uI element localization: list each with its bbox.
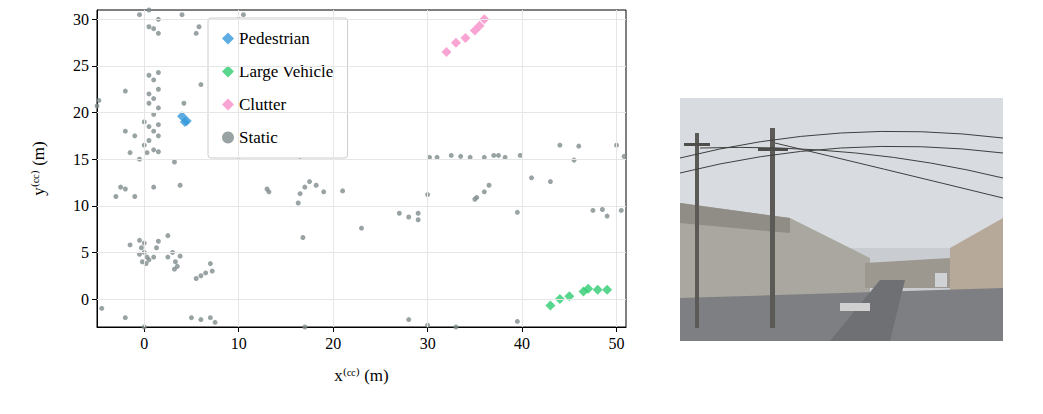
svg-text:30: 30 — [420, 335, 436, 352]
svg-text:x⁽ᶜᶜ⁾ (m): x⁽ᶜᶜ⁾ (m) — [334, 366, 388, 385]
svg-text:10: 10 — [231, 335, 247, 352]
svg-text:Large Vehicle: Large Vehicle — [239, 62, 333, 81]
svg-text:5: 5 — [81, 244, 89, 261]
svg-text:30: 30 — [73, 11, 89, 28]
svg-text:10: 10 — [73, 197, 89, 214]
svg-text:20: 20 — [73, 104, 89, 121]
svg-text:0: 0 — [81, 291, 89, 308]
svg-text:40: 40 — [514, 335, 530, 352]
svg-text:0: 0 — [140, 335, 148, 352]
svg-text:25: 25 — [73, 57, 89, 74]
svg-text:20: 20 — [325, 335, 341, 352]
svg-text:Clutter: Clutter — [239, 95, 287, 114]
svg-text:Pedestrian: Pedestrian — [239, 29, 310, 48]
svg-text:15: 15 — [73, 151, 89, 168]
svg-text:50: 50 — [609, 335, 625, 352]
svg-text:y⁽ᶜᶜ⁾ (m): y⁽ᶜᶜ⁾ (m) — [29, 141, 48, 195]
svg-text:Static: Static — [239, 128, 278, 147]
